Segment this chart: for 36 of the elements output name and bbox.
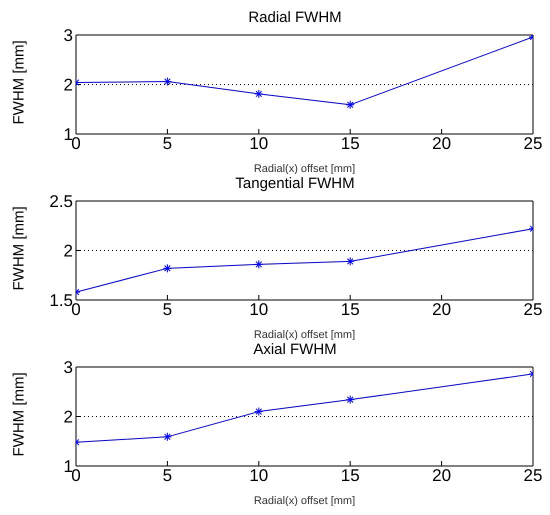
y-tick-label: 2 bbox=[64, 408, 73, 427]
y-tick-label: 3 bbox=[64, 26, 73, 46]
x-tick-label: 15 bbox=[340, 134, 360, 154]
y-tick-label: 3 bbox=[64, 358, 73, 378]
y-tick-label: 2.5 bbox=[49, 192, 73, 212]
x-tick-label: 0 bbox=[71, 134, 81, 154]
y-tick-label: 2 bbox=[64, 242, 73, 261]
x-tick-label: 10 bbox=[249, 134, 268, 154]
x-axis-title: Radial(x) offset [mm] bbox=[254, 495, 356, 507]
y-axis-title: FWHM [mm] bbox=[10, 206, 28, 290]
x-tick-label: 20 bbox=[432, 134, 452, 154]
x-tick-label: 0 bbox=[71, 466, 81, 486]
chart-title: Axial FWHM bbox=[252, 340, 338, 360]
x-tick-label: 25 bbox=[524, 466, 542, 486]
x-axis-title: Radial(x) offset [mm] bbox=[254, 163, 356, 175]
x-tick-label: 20 bbox=[432, 300, 452, 320]
x-tick-label: 5 bbox=[162, 134, 172, 154]
x-tick-label: 0 bbox=[71, 300, 81, 320]
x-tick-label: 5 bbox=[162, 300, 172, 320]
x-tick-label: 25 bbox=[524, 134, 542, 154]
x-tick-label: 25 bbox=[524, 300, 542, 320]
chart-title: Radial FWHM bbox=[247, 8, 343, 28]
y-tick-label: 2 bbox=[64, 76, 73, 95]
y-tick-label: 1 bbox=[64, 125, 73, 144]
x-axis-title: Radial(x) offset [mm] bbox=[254, 329, 356, 341]
x-tick-label: 15 bbox=[340, 466, 360, 486]
x-tick-label: 10 bbox=[249, 466, 268, 486]
x-tick-label: 15 bbox=[340, 300, 360, 320]
y-axis-title: FWHM [mm] bbox=[10, 40, 28, 124]
x-tick-label: 5 bbox=[162, 466, 172, 486]
y-tick-label: 1.5 bbox=[49, 291, 73, 310]
y-axis-title: FWHM [mm] bbox=[10, 372, 28, 456]
chart-title: Tangential FWHM bbox=[234, 174, 356, 194]
y-tick-label: 1 bbox=[64, 457, 73, 476]
x-tick-label: 10 bbox=[249, 300, 268, 320]
x-tick-label: 20 bbox=[432, 466, 452, 486]
